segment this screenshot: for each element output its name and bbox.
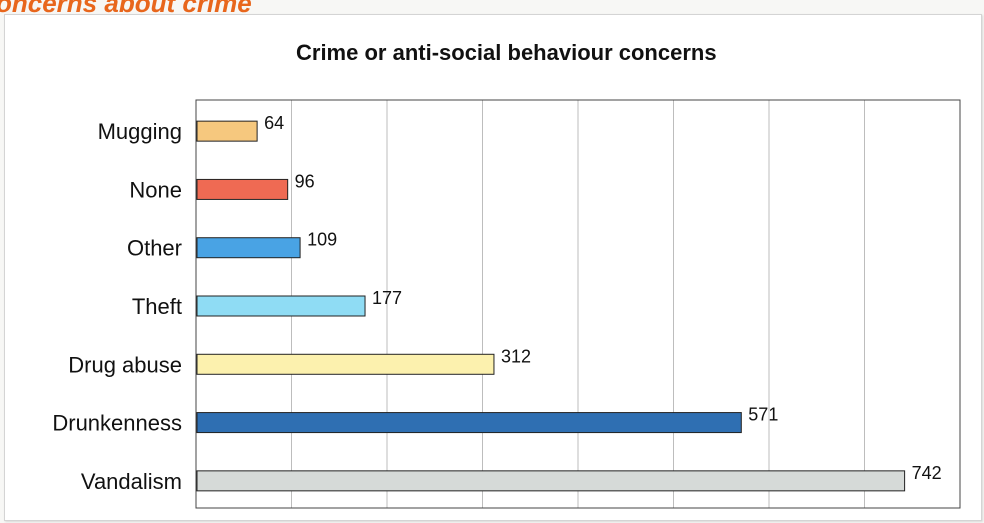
value-label: 742 (912, 463, 942, 483)
bar-drug-abuse (196, 353, 495, 375)
category-label: Mugging (98, 119, 182, 144)
bar-other (196, 237, 301, 259)
bar-mugging (196, 120, 258, 142)
value-label: 96 (295, 171, 315, 191)
category-label: Drug abuse (68, 352, 182, 377)
bar-drunkenness (196, 412, 742, 434)
category-label: Other (127, 236, 182, 261)
bar-none (196, 178, 289, 200)
bar-theft (196, 295, 366, 317)
chart-title: Crime or anti-social behaviour concerns (296, 40, 717, 65)
value-label: 571 (748, 405, 778, 425)
category-labels: Mugging None Other Theft Drug abuse Drunkenne… (52, 119, 182, 494)
category-label: Vandalism (81, 469, 182, 494)
category-label: Drunkenness (52, 411, 182, 436)
bar-vandalism (196, 470, 906, 492)
value-labels: 64 96 109 177 312 571 742 (264, 113, 942, 483)
value-label: 64 (264, 113, 284, 133)
plot-area (195, 99, 961, 509)
category-label: Theft (132, 294, 182, 319)
section-heading: oncerns about crime (0, 0, 252, 18)
bars (196, 120, 906, 492)
value-label: 177 (372, 288, 402, 308)
chart-frame (4, 14, 982, 521)
category-label: None (129, 177, 182, 202)
grid-lines (291, 100, 865, 508)
value-label: 312 (501, 346, 531, 366)
value-label: 109 (307, 230, 337, 250)
